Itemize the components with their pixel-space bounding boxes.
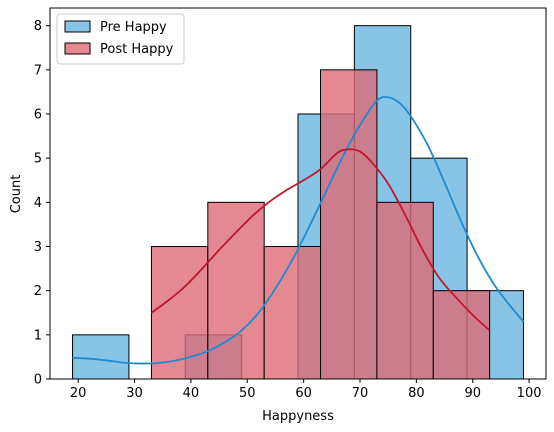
y-axis-ticks: 0 1 2 3 4 5 6 7 8 bbox=[34, 19, 50, 387]
y-tick-label: 7 bbox=[34, 63, 42, 78]
x-tick-label: 30 bbox=[126, 386, 143, 401]
bar-post-happy-4 bbox=[377, 202, 433, 379]
legend-swatch-post-happy bbox=[65, 43, 90, 54]
x-tick-label: 20 bbox=[70, 386, 87, 401]
x-axis-label: Happyness bbox=[262, 409, 334, 424]
legend-label-post-happy: Post Happy bbox=[100, 42, 174, 57]
x-tick-label: 50 bbox=[239, 386, 256, 401]
y-tick-label: 4 bbox=[34, 196, 42, 211]
x-axis-ticks: 20 30 40 50 60 70 80 90 100 bbox=[70, 379, 542, 401]
y-tick-label: 5 bbox=[34, 152, 42, 167]
y-tick-label: 6 bbox=[34, 108, 42, 123]
x-tick-label: 80 bbox=[408, 386, 425, 401]
x-tick-label: 70 bbox=[352, 386, 369, 401]
y-tick-label: 3 bbox=[34, 240, 42, 255]
x-tick-label: 40 bbox=[183, 386, 200, 401]
y-tick-label: 0 bbox=[34, 373, 42, 388]
legend-label-pre-happy: Pre Happy bbox=[100, 20, 167, 35]
x-tick-label: 100 bbox=[517, 386, 542, 401]
bar-post-happy-2 bbox=[264, 247, 320, 380]
y-tick-label: 8 bbox=[34, 19, 42, 34]
legend: Pre Happy Post Happy bbox=[57, 14, 184, 64]
x-tick-label: 90 bbox=[464, 386, 481, 401]
x-tick-label: 60 bbox=[295, 386, 312, 401]
bar-post-happy-3 bbox=[321, 70, 377, 379]
y-tick-label: 2 bbox=[34, 284, 42, 299]
y-axis-label: Count bbox=[9, 175, 24, 214]
y-tick-label: 1 bbox=[34, 328, 42, 343]
bar-pre-happy-0 bbox=[73, 335, 129, 379]
bar-post-happy-1 bbox=[208, 202, 264, 379]
legend-swatch-pre-happy bbox=[65, 21, 90, 32]
